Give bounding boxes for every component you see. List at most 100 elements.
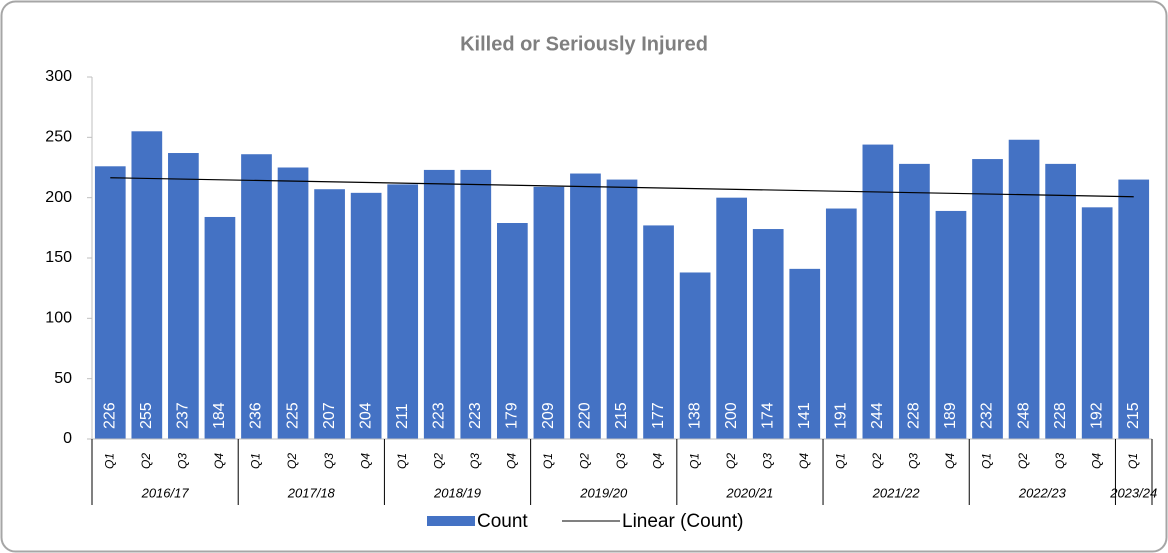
x-tick-label: Q1 <box>687 453 701 469</box>
group-label: 2022/23 <box>1018 485 1067 500</box>
y-tick-label: 250 <box>45 129 72 146</box>
bar <box>606 179 638 440</box>
bar <box>679 272 711 439</box>
x-tick-label: Q4 <box>797 453 811 469</box>
bar <box>643 225 674 439</box>
x-tick-label: Q2 <box>285 453 299 469</box>
bar <box>423 169 455 439</box>
x-tick-label: Q4 <box>943 453 957 469</box>
bar <box>277 167 309 439</box>
bar <box>570 173 601 440</box>
x-tick-label: Q2 <box>139 453 153 469</box>
bar <box>387 184 419 439</box>
value-label: 184 <box>211 402 228 429</box>
bar <box>1118 179 1150 440</box>
value-label: 177 <box>650 402 667 429</box>
x-tick-label: Q3 <box>907 453 921 469</box>
value-label: 179 <box>504 402 521 429</box>
bar <box>899 163 930 439</box>
x-tick-label: Q3 <box>322 453 336 469</box>
bar <box>131 131 163 440</box>
value-label: 228 <box>1052 402 1069 429</box>
value-label: 200 <box>723 402 740 429</box>
x-tick-label: Q3 <box>1053 453 1067 469</box>
y-tick-label: 0 <box>63 430 72 447</box>
x-tick-label: Q3 <box>176 453 190 469</box>
value-label: 138 <box>686 402 703 429</box>
value-label: 191 <box>833 402 850 429</box>
bar <box>1045 163 1076 439</box>
y-tick-label: 200 <box>45 189 72 206</box>
x-tick-label: Q4 <box>505 453 519 469</box>
x-tick-label: Q2 <box>724 453 738 469</box>
x-tick-label: Q2 <box>870 453 884 469</box>
value-label: 255 <box>138 402 155 429</box>
group-label: 2017/18 <box>287 485 336 500</box>
legend-label: Count <box>477 511 528 532</box>
x-tick-label: Q4 <box>1089 453 1103 469</box>
x-tick-label: Q4 <box>651 453 665 469</box>
value-label: 204 <box>357 402 374 429</box>
x-tick-label: Q1 <box>102 453 116 469</box>
bar <box>496 223 528 439</box>
x-tick-label: Q4 <box>358 453 372 469</box>
value-label: 211 <box>394 403 411 429</box>
y-tick-label: 300 <box>45 68 72 85</box>
trendline <box>110 177 1134 198</box>
bar <box>972 159 1003 439</box>
group-label: 2016/17 <box>141 485 190 500</box>
group-label: 2020/21 <box>725 485 773 500</box>
bar <box>935 210 967 439</box>
bar <box>789 268 821 439</box>
bar <box>350 192 382 439</box>
value-label: 248 <box>1015 402 1032 429</box>
value-label: 223 <box>467 402 484 429</box>
x-tick-label: Q1 <box>833 453 847 469</box>
x-tick-label: Q2 <box>578 453 592 469</box>
legend-label: Linear (Count) <box>622 511 743 532</box>
bar <box>460 169 492 439</box>
group-label: 2018/19 <box>433 485 481 500</box>
x-tick-label: Q4 <box>212 453 226 469</box>
y-tick-label: 150 <box>45 249 72 266</box>
bar <box>241 154 272 439</box>
chart-title: Killed or Seriously Injured <box>460 33 708 55</box>
bar <box>533 186 565 439</box>
bar <box>94 166 126 439</box>
legend-swatch <box>427 516 475 526</box>
x-tick-label: Q2 <box>431 453 445 469</box>
value-label: 207 <box>321 402 338 429</box>
value-label: 215 <box>613 402 630 429</box>
group-label: 2021/22 <box>872 485 921 500</box>
bar <box>204 216 236 439</box>
value-label: 174 <box>759 402 776 429</box>
y-tick-label: 100 <box>45 310 72 327</box>
value-label: 232 <box>979 402 996 429</box>
x-tick-label: Q2 <box>1016 453 1030 469</box>
group-label: 2023/24 <box>1109 485 1157 500</box>
value-label: 192 <box>1088 402 1105 429</box>
y-tick-label: 50 <box>54 370 72 387</box>
value-label: 237 <box>175 402 192 429</box>
x-tick-label: Q3 <box>614 453 628 469</box>
x-tick-label: Q3 <box>760 453 774 469</box>
bar <box>752 229 784 439</box>
value-label: 223 <box>430 402 447 429</box>
value-label: 141 <box>796 402 813 429</box>
bar <box>1008 139 1040 439</box>
bar <box>168 153 199 439</box>
x-tick-label: Q1 <box>1126 453 1140 469</box>
bar <box>314 189 345 439</box>
value-label: 215 <box>1125 402 1142 429</box>
bar <box>1081 207 1113 439</box>
bar <box>862 144 894 439</box>
x-tick-label: Q1 <box>395 453 409 469</box>
bar <box>716 197 748 439</box>
x-tick-label: Q1 <box>249 453 263 469</box>
value-label: 189 <box>942 402 959 429</box>
value-label: 228 <box>906 402 923 429</box>
value-label: 226 <box>101 402 118 429</box>
value-label: 209 <box>540 402 557 429</box>
x-tick-label: Q1 <box>541 453 555 469</box>
